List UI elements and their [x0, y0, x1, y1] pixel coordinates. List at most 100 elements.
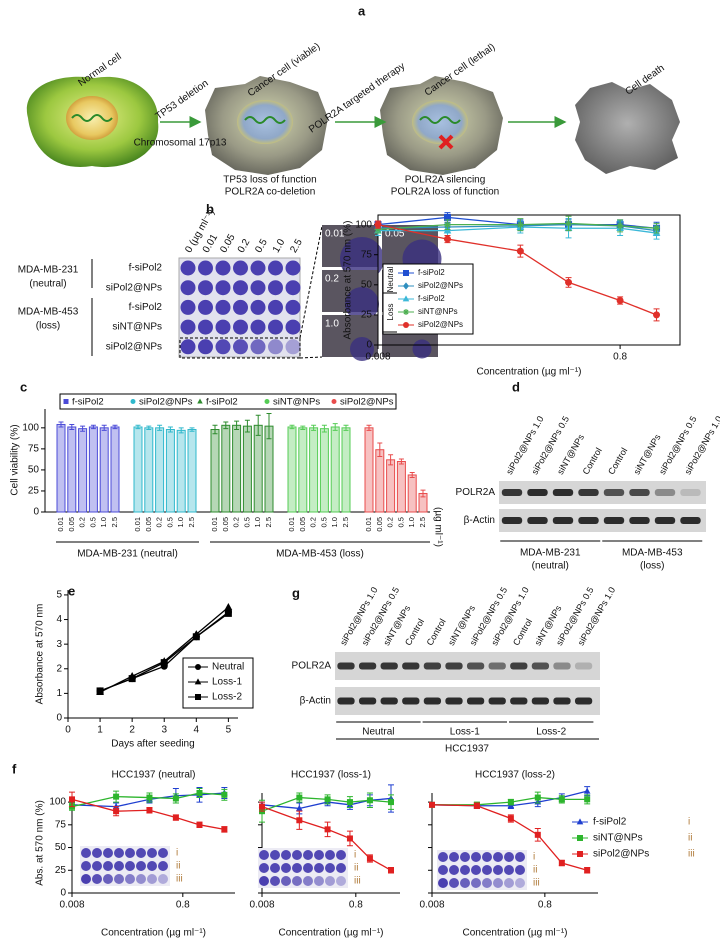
- group-label: (loss): [640, 561, 664, 572]
- y-axis-label: Absorbance at 570 nm (%): [343, 221, 354, 340]
- group-label: (loss): [36, 321, 60, 332]
- group-label: MDA-MB-231: [520, 548, 581, 559]
- data-point: [346, 835, 353, 842]
- column-label: 0.5: [253, 237, 270, 255]
- data-point: [516, 221, 524, 229]
- x-tick-label: 2.5: [341, 517, 350, 527]
- x-tick-label: 0.008: [249, 900, 274, 911]
- error-bar: [101, 424, 107, 431]
- well: [449, 865, 459, 875]
- x-tick-label: 0.2: [155, 517, 164, 527]
- well: [259, 850, 269, 860]
- panel-label: e: [68, 583, 75, 598]
- panel-label: b: [206, 201, 214, 216]
- band: [552, 489, 574, 496]
- x-tick-label: 2.5: [187, 517, 196, 527]
- error-bar: [167, 426, 173, 433]
- well: [471, 865, 481, 875]
- well: [233, 339, 248, 355]
- y-tick-label: 0: [60, 888, 66, 899]
- row-label: siPol2@NPs: [106, 341, 162, 352]
- data-point: [387, 867, 394, 874]
- panel-label: a: [358, 3, 366, 18]
- error-bar: [223, 421, 229, 430]
- legend-label: siNT@NPs: [418, 307, 458, 316]
- y-tick-label: 0: [366, 340, 372, 351]
- y-tick-label: 100: [49, 797, 66, 808]
- band: [680, 517, 701, 524]
- data-point: [324, 796, 331, 803]
- plate-row-label: ii: [354, 863, 358, 874]
- data-point: [507, 815, 514, 822]
- data-point: [324, 826, 331, 833]
- band: [654, 489, 676, 496]
- y-tick-label: 75: [361, 249, 373, 260]
- y-tick-label: 25: [28, 486, 40, 497]
- chart-title: HCC1937 (neutral): [112, 770, 196, 781]
- x-tick-label: 0.008: [59, 900, 84, 911]
- column-label: 0.05: [218, 232, 237, 255]
- dna: [244, 116, 286, 124]
- lane-label: Control: [425, 617, 448, 647]
- lane-label: Control: [403, 617, 426, 647]
- series-line: [261, 796, 392, 812]
- error-bar: [90, 424, 96, 430]
- well: [325, 850, 335, 860]
- bar: [253, 424, 263, 513]
- well: [215, 299, 231, 315]
- group-label: (neutral): [532, 561, 569, 572]
- well: [250, 260, 266, 276]
- error-bar: [289, 424, 295, 430]
- data-point: [296, 794, 303, 801]
- x-tick-label: 0.5: [319, 517, 328, 527]
- well: [292, 850, 302, 860]
- data-point: [113, 793, 120, 800]
- error-bar: [377, 442, 383, 457]
- data-point: [112, 803, 120, 810]
- x-tick-label: 0: [65, 725, 71, 736]
- well: [158, 861, 168, 871]
- error-bar: [135, 424, 141, 430]
- zoom-line: [299, 225, 323, 339]
- legend-group: Loss: [386, 304, 395, 321]
- lane-label: Control: [511, 617, 534, 647]
- zoom-label: 0.2: [325, 274, 339, 285]
- data-point: [128, 675, 136, 683]
- bar: [133, 426, 143, 513]
- band: [553, 662, 571, 670]
- well: [493, 878, 503, 888]
- y-tick-label: 100: [22, 422, 39, 433]
- panel-label: c: [20, 379, 27, 394]
- y-tick-label: 3: [56, 639, 62, 650]
- well: [268, 280, 283, 296]
- legend-label: siPol2@NPs: [340, 397, 394, 408]
- legend-label: f-siPol2: [206, 397, 238, 408]
- legend-marker: [576, 818, 584, 825]
- x-tick-label: 0.8: [538, 900, 552, 911]
- well: [250, 299, 266, 315]
- y-axis-label: Abs. at 570 nm (%): [35, 800, 46, 886]
- well: [281, 876, 291, 886]
- error-bar: [80, 425, 86, 432]
- data-point: [429, 801, 435, 808]
- bar: [187, 429, 197, 513]
- row-label: POLR2A: [292, 661, 332, 672]
- bar: [407, 474, 417, 513]
- band: [629, 517, 650, 524]
- well: [92, 861, 102, 871]
- well: [336, 850, 346, 860]
- bar: [56, 423, 66, 513]
- well: [270, 863, 280, 873]
- well: [449, 878, 459, 888]
- zoom-label: 0.01: [325, 229, 345, 240]
- blot: [499, 481, 706, 504]
- bar: [242, 425, 252, 513]
- x-tick-label: 2.5: [264, 517, 273, 527]
- plate-row-label: ii: [176, 861, 180, 872]
- band: [380, 697, 398, 705]
- series-line: [71, 792, 225, 808]
- well: [270, 876, 280, 886]
- error-bar: [178, 427, 184, 434]
- row-label: siPol2@NPs: [106, 282, 162, 293]
